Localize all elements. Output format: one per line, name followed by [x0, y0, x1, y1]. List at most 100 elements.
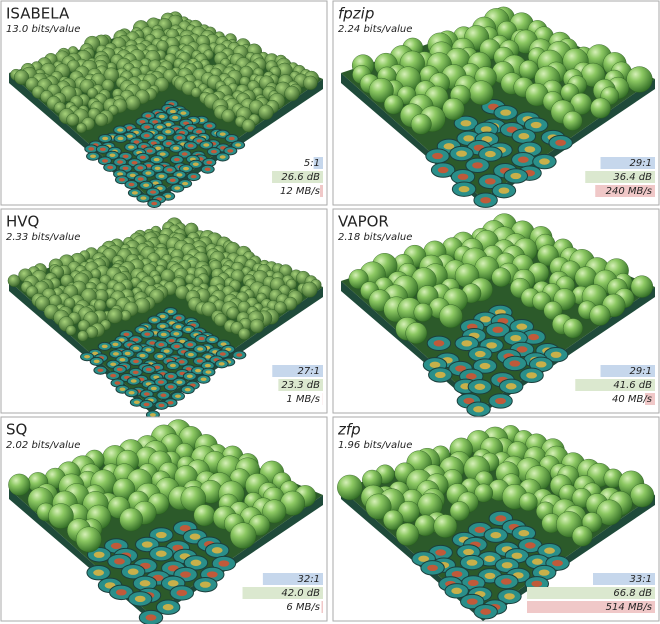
cross-section-core — [169, 109, 176, 114]
cross-section-core — [167, 374, 174, 379]
cross-section-core — [149, 413, 156, 417]
cross-section-core — [169, 363, 176, 368]
cross-section-core — [151, 318, 158, 322]
cross-section-core — [152, 181, 159, 185]
cross-section-core — [175, 325, 182, 329]
metric-bar — [242, 587, 323, 599]
blob — [7, 274, 21, 287]
cross-section-core — [145, 348, 152, 352]
cross-section-core — [152, 120, 159, 124]
cross-section-core — [154, 365, 161, 370]
panel-title: ISABELA — [6, 5, 70, 23]
cross-section-core — [158, 114, 165, 119]
blob — [383, 509, 404, 531]
metric-bar — [585, 171, 655, 183]
cross-section-core — [155, 146, 162, 150]
cross-section-core — [190, 174, 197, 179]
blob — [213, 313, 228, 327]
cross-section-core — [198, 336, 205, 341]
blob — [474, 483, 494, 503]
cross-section-core — [126, 134, 133, 138]
blob — [410, 113, 432, 135]
cross-section-core — [155, 550, 167, 557]
cross-section-core — [143, 392, 150, 396]
cross-section-core — [163, 349, 170, 353]
cross-section-core — [84, 354, 91, 359]
cross-section-core — [166, 168, 173, 172]
cross-section-core — [443, 143, 455, 150]
metric-label: 12 MB/s — [280, 186, 320, 197]
cross-section-core — [110, 362, 117, 367]
cross-section-core — [480, 197, 492, 204]
cross-section-core — [526, 372, 537, 379]
cross-section-core — [455, 365, 466, 372]
blob — [301, 281, 318, 298]
cross-section-core — [484, 572, 496, 579]
cross-section-core — [149, 341, 156, 345]
cross-section-core — [168, 338, 175, 343]
metric-bar — [272, 171, 323, 183]
cross-section-core — [144, 125, 151, 129]
cross-section-core — [432, 152, 443, 160]
cross-section-core — [117, 128, 124, 132]
cross-section-core — [128, 182, 135, 187]
cross-section-core — [190, 559, 202, 566]
cross-section-core — [145, 367, 152, 372]
cross-section-core — [88, 147, 95, 151]
cross-section-core — [156, 125, 163, 129]
cross-section-core — [490, 532, 502, 539]
blob — [241, 118, 256, 133]
cross-section-core — [535, 361, 547, 368]
cross-section-core — [197, 347, 204, 351]
cross-section-core — [99, 147, 106, 151]
cross-section-core — [179, 525, 191, 532]
cross-section-core — [437, 166, 449, 174]
cross-section-core — [119, 387, 126, 392]
cross-section-core — [165, 194, 172, 199]
cross-section-core — [93, 551, 105, 558]
blob — [94, 113, 109, 127]
metric-bar — [320, 185, 323, 197]
cross-section-core — [220, 342, 227, 346]
blob — [8, 473, 31, 496]
cross-section-core — [140, 196, 147, 200]
cross-section-core — [93, 569, 105, 576]
bit-rate: 13.0 bits/value — [6, 24, 80, 35]
cross-section-core — [517, 156, 529, 163]
cross-section-core — [92, 351, 99, 356]
cross-section-core — [153, 157, 160, 162]
cross-section-core — [176, 173, 183, 177]
cross-section-core — [427, 564, 438, 572]
cross-section-core — [134, 595, 146, 603]
cross-section-core — [463, 548, 474, 556]
cross-section-core — [524, 542, 536, 549]
cross-section-core — [484, 555, 496, 562]
cross-section-core — [157, 354, 164, 359]
cross-section-core — [143, 183, 150, 187]
blob — [303, 75, 318, 91]
cross-section-core — [117, 172, 124, 176]
metric-label: 40 MB/s — [612, 394, 652, 405]
cross-section-core — [500, 578, 512, 585]
cross-section-core — [158, 342, 165, 347]
cross-section-core — [167, 400, 174, 405]
cross-section-core — [173, 332, 180, 336]
cross-section-core — [174, 394, 181, 398]
cross-section-core — [204, 363, 211, 368]
cross-section-core — [196, 139, 203, 143]
cross-section-core — [101, 159, 108, 163]
metric-bar — [278, 379, 323, 391]
cross-section-core — [451, 587, 463, 594]
cross-section-core — [472, 162, 483, 169]
metric-bar — [527, 601, 655, 613]
blob — [180, 486, 207, 512]
blob — [258, 104, 274, 120]
cross-section-core — [162, 604, 174, 611]
cross-section-core — [167, 309, 174, 314]
cross-section-core — [505, 383, 517, 390]
cross-section-core — [479, 362, 491, 370]
blob — [190, 87, 202, 98]
cross-section-core — [128, 390, 135, 395]
blob — [571, 525, 593, 547]
